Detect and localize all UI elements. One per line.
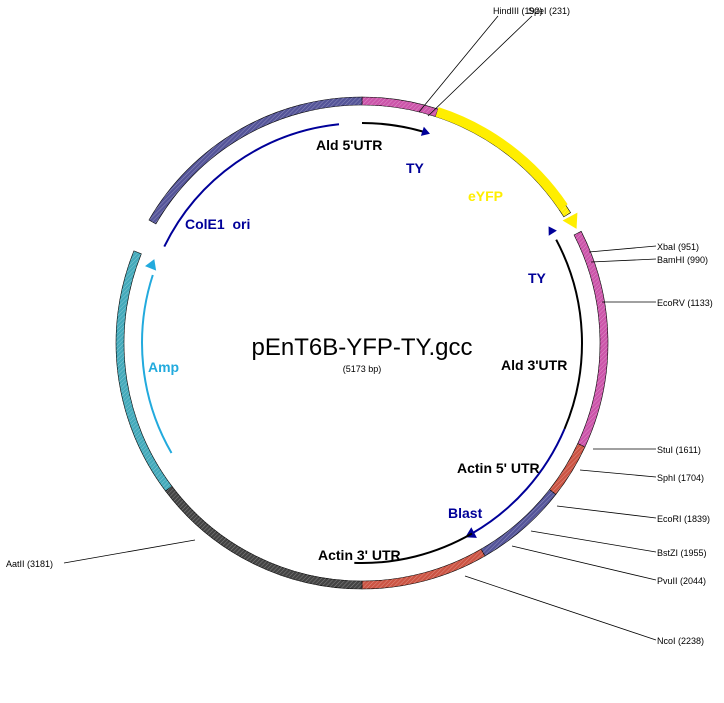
plasmid-size: (5173 bp) <box>343 364 382 374</box>
seg-dark-hatch <box>165 486 362 589</box>
ring-segment-blue-top <box>148 96 363 225</box>
eyfp-arrow-icon <box>562 212 578 229</box>
ring-segment-yellow <box>435 108 572 218</box>
site-label-xbai: XbaI (951) <box>657 242 699 252</box>
seg-blue2-hatch <box>481 489 556 557</box>
feature-label-actin5utr: Actin 5' UTR <box>457 460 540 476</box>
ty1-arrow-icon <box>420 126 430 136</box>
feature-label-actin3utr: Actin 3' UTR <box>318 547 401 563</box>
feature-label-ald5utr: Ald 5'UTR <box>316 137 382 153</box>
seg-yellow-hatch <box>435 109 571 217</box>
site-label-ncoi: NcoI (2238) <box>657 636 704 646</box>
feature-label-eyfp: eYFP <box>468 188 503 204</box>
leader-spei <box>427 15 533 117</box>
leader-pvuii <box>511 545 657 581</box>
site-labels: HindIII (192) SpeI (231) XbaI (951) BamH… <box>6 6 713 646</box>
blast-arc <box>471 428 566 535</box>
leader-hindiii <box>418 15 499 113</box>
feature-label-cole1: ColE1 ori <box>185 216 250 232</box>
leader-ncoi <box>464 575 657 641</box>
site-label-stui: StuI (1611) <box>657 445 701 455</box>
feature-label-ty2: TY <box>528 270 547 286</box>
site-label-spei: SpeI (231) <box>528 6 570 16</box>
feature-label-ald3utr: Ald 3'UTR <box>501 357 567 373</box>
ald3utr-arc <box>555 239 583 430</box>
site-label-ecori: EcoRI (1839) <box>657 514 710 524</box>
leader-bstzi <box>530 530 657 553</box>
seg-blue1-hatch <box>148 97 362 224</box>
amp-arrow-icon <box>145 259 157 271</box>
site-label-ecorv: EcoRV (1133) <box>657 298 713 308</box>
site-label-pvuii: PvuII (2044) <box>657 576 706 586</box>
ty2-arrow-icon <box>548 226 557 236</box>
plasmid-title: pEnT6B-YFP-TY.gcc <box>252 334 473 361</box>
leader-aatii <box>63 539 196 564</box>
feature-arcs <box>141 107 583 564</box>
site-leaders <box>63 15 657 641</box>
leader-ecori <box>556 505 657 519</box>
leader-bamhi <box>590 258 657 263</box>
feature-label-blast: Blast <box>448 505 483 521</box>
actin3utr-arc <box>354 532 473 564</box>
amp-arc <box>141 274 173 454</box>
colE1-arc <box>163 123 340 248</box>
ald5utr-arc <box>361 121 423 133</box>
leader-sphi <box>579 469 657 478</box>
feature-label-amp: Amp <box>148 359 179 375</box>
seg-cyan-hatch <box>115 250 172 492</box>
leader-xbai <box>588 245 657 253</box>
feature-label-ty1: TY <box>406 160 425 176</box>
ring-segment-dark-bottom <box>165 485 363 590</box>
seg-mag2-hatch <box>574 231 608 447</box>
site-label-hindiii: HindIII (192) <box>493 6 543 16</box>
feature-labels: Ald 5'UTR TY eYFP TY ColE1 ori Amp Ald 3… <box>148 137 567 563</box>
site-label-aatii: AatII (3181) <box>6 559 53 569</box>
site-label-bstzi: BstZI (1955) <box>657 548 707 558</box>
site-label-bamhi: BamHI (990) <box>657 255 708 265</box>
eyfp-arc <box>435 107 568 210</box>
seg-red1-hatch <box>549 443 585 495</box>
seg-red2-hatch <box>362 549 485 589</box>
site-label-sphi: SphI (1704) <box>657 473 704 483</box>
